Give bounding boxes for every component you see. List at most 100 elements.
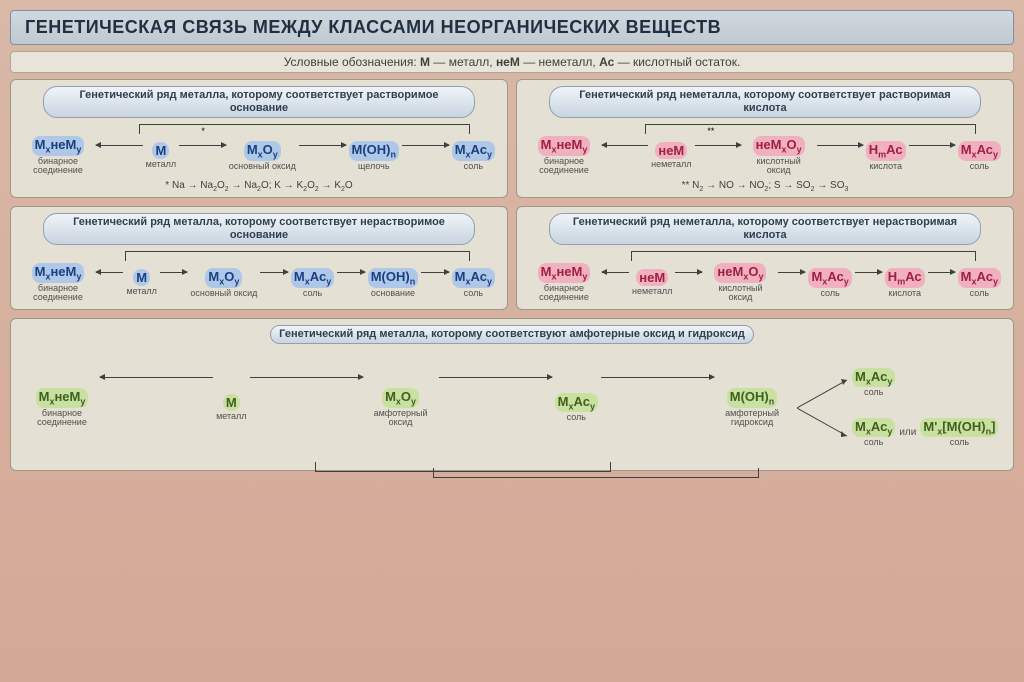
arrow-icon [675,272,702,273]
chain-node: MxАсy соль [958,268,1001,298]
arrow-icon [695,145,741,146]
arrow-icon [100,377,213,378]
arrow-icon [96,272,123,273]
formula: M(OH)n [368,268,419,288]
node-label: соль [820,289,839,298]
chain-node: M(OH)n основание [368,268,419,298]
arrow-icon [817,145,863,146]
chain-node: MxOy основный оксид [190,268,257,298]
legend-nem-desc: — неметалл, [523,55,596,69]
node-label: соль [464,289,483,298]
arrow-icon [96,145,143,146]
node-label: амфотерный гидроксид [717,409,787,428]
node-label: бинарное соединение [529,284,599,303]
legend-ac: Ас [599,55,614,69]
arrow-icon [778,272,805,273]
chain-node: MxАсy соль [291,268,334,298]
formula: MxАсy [958,268,1001,288]
arrow-icon [250,377,363,378]
node-label: бинарное соединение [529,157,599,176]
formula: MxнеМy [32,136,85,156]
chain-node: MxнеМy бинарное соединение [23,263,93,302]
formula: M'x[M(OH)n] [920,418,998,438]
panel-title: Генетический ряд неметалла, которому соо… [549,213,981,245]
node-label: основание [371,289,415,298]
branch-lines-icon [797,368,857,448]
node-label: металл [126,287,156,296]
or-text: или [899,427,916,438]
formula: MxOy [205,268,242,288]
chain-node: M металл [216,394,246,421]
arrow-icon [602,272,629,273]
node-label: амфотерный оксид [366,409,436,428]
arrow-icon [855,272,882,273]
chain-node: MxнеМy бинарное соединение [23,136,93,175]
arrow-icon [179,145,226,146]
panel-title: Генетический ряд металла, которому соотв… [43,86,475,118]
arrow-icon [421,272,448,273]
formula: MxАсy [958,141,1001,161]
legend-m: М [420,55,430,69]
arrow-icon [602,145,648,146]
arrow-icon [260,272,287,273]
arc-arrow [645,124,976,134]
legend: Условные обозначения: М — металл, неМ — … [10,51,1014,73]
node-label: соль [864,438,883,447]
chain: ** MxнеМy бинарное соединение неМ немета… [525,124,1005,177]
formula: неМ [636,269,668,286]
formula: MxOy [382,388,419,408]
panel-grid: Генетический ряд металла, которому соотв… [10,79,1014,310]
legend-nem: неМ [496,55,520,69]
formula: неМxOy [714,263,766,283]
node-label: бинарное соединение [23,284,93,303]
panel-amphoteric: Генетический ряд металла, которому соотв… [10,318,1014,471]
chain: MxнеМy бинарное соединение M металл MxOy… [19,350,1005,466]
panel-title: Генетический ряд неметалла, которому соо… [549,86,981,118]
chain-node: MxнеМy бинарное соединение [27,388,97,427]
formula: MxАсy [852,418,895,438]
legend-prefix: Условные обозначения: [284,55,417,69]
chain-node: неМ неметалл [632,269,672,296]
formula: M(OH)n [349,141,400,161]
formula: MxАсy [291,268,334,288]
formula: MxАсy [808,268,851,288]
formula: M [133,269,150,286]
node-label: соль [567,413,586,422]
chain-node: HmАс кислота [866,141,906,171]
arrow-icon [160,272,187,273]
arrow-icon [928,272,955,273]
chain-node: M(OH)n амфотерный гидроксид [717,388,787,427]
formula: M(OH)n [727,388,778,408]
arc-arrow [125,251,471,261]
node-label: металл [146,160,176,169]
node-label: основный оксид [229,162,296,171]
node-label: неметалл [651,160,691,169]
node-label: бинарное соединение [23,157,93,176]
panel-nonmetal-soluble-acid: Генетический ряд неметалла, которому соо… [516,79,1014,198]
arrow-icon [337,272,364,273]
arrow-icon [909,145,955,146]
arrow-icon [299,145,346,146]
panel-metal-soluble-base: Генетический ряд металла, которому соотв… [10,79,508,198]
formula: MxнеМy [32,263,85,283]
node-label: щелочь [358,162,390,171]
node-label: кислота [869,162,902,171]
chain-node: MxнеМy бинарное соединение [529,136,599,175]
chain-node: MxАсy соль [808,268,851,298]
arrow-icon [601,377,714,378]
chain-node: M металл [146,142,176,169]
formula: MxнеМy [538,263,591,283]
node-label: соль [950,438,969,447]
chain-node: MxАсy соль [452,141,495,171]
node-label: соль [970,289,989,298]
chain-node: HmАс кислота [885,268,925,298]
node-label: неметалл [632,287,672,296]
node-label: соль [464,162,483,171]
formula: HmАс [866,141,906,161]
chain-node: MxнеМy бинарное соединение [529,263,599,302]
formula: MxнеМy [538,136,591,156]
chain-node: неМ неметалл [651,142,691,169]
arc-arrow [139,124,470,134]
panel-nonmetal-insoluble-acid: Генетический ряд неметалла, которому соо… [516,206,1014,310]
formula: MxАсy [452,268,495,288]
